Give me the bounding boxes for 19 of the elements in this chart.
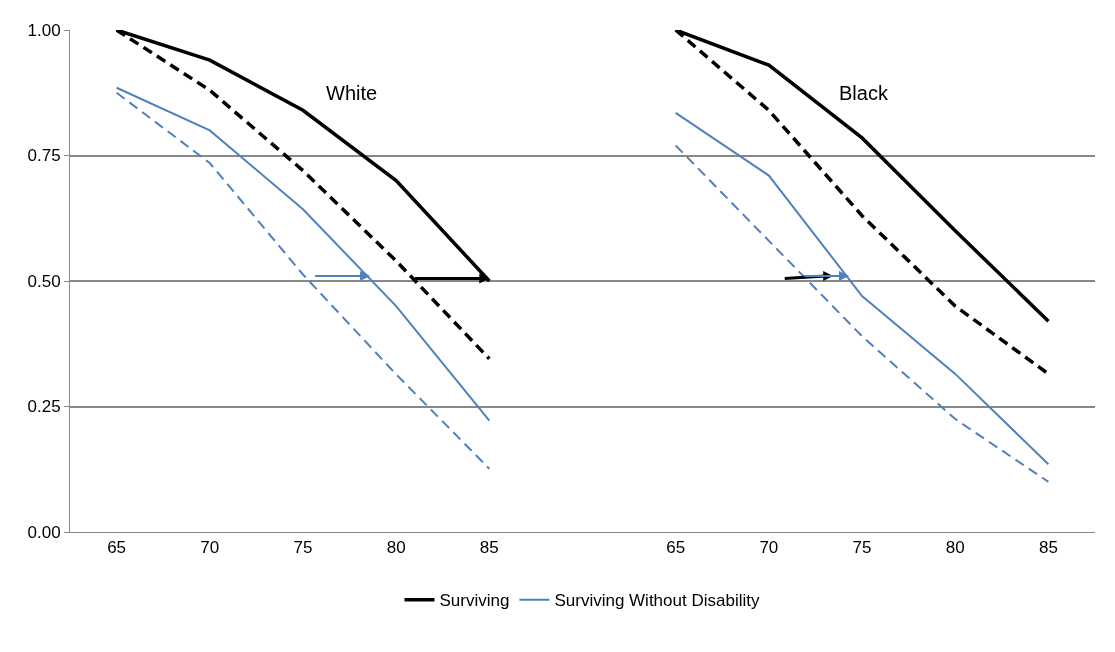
annotation: Black (839, 82, 889, 104)
y-tick-label: 1.00 (27, 20, 61, 40)
x-tick-label: 75 (293, 538, 313, 558)
x-tick-label: 85 (479, 538, 499, 558)
x-tick-label: 85 (1038, 538, 1058, 558)
annotation: White (326, 82, 378, 104)
y-tick-label: 0.75 (27, 146, 61, 166)
x-tick-label: 70 (200, 538, 220, 558)
y-tick-label: 0.00 (27, 522, 61, 542)
y-tick-label: 0.50 (27, 271, 61, 291)
x-tick-label: 80 (945, 538, 965, 558)
y-tick-label: 0.25 (27, 397, 61, 417)
x-tick-label: 75 (852, 538, 872, 558)
legend-label: Surviving Without Disability (554, 591, 760, 611)
x-tick-label: 70 (759, 538, 779, 558)
legend-label: Surviving (439, 591, 510, 611)
x-tick-label: 65 (666, 538, 686, 558)
x-tick-label: 80 (386, 538, 406, 558)
x-tick-label: 65 (107, 538, 127, 558)
